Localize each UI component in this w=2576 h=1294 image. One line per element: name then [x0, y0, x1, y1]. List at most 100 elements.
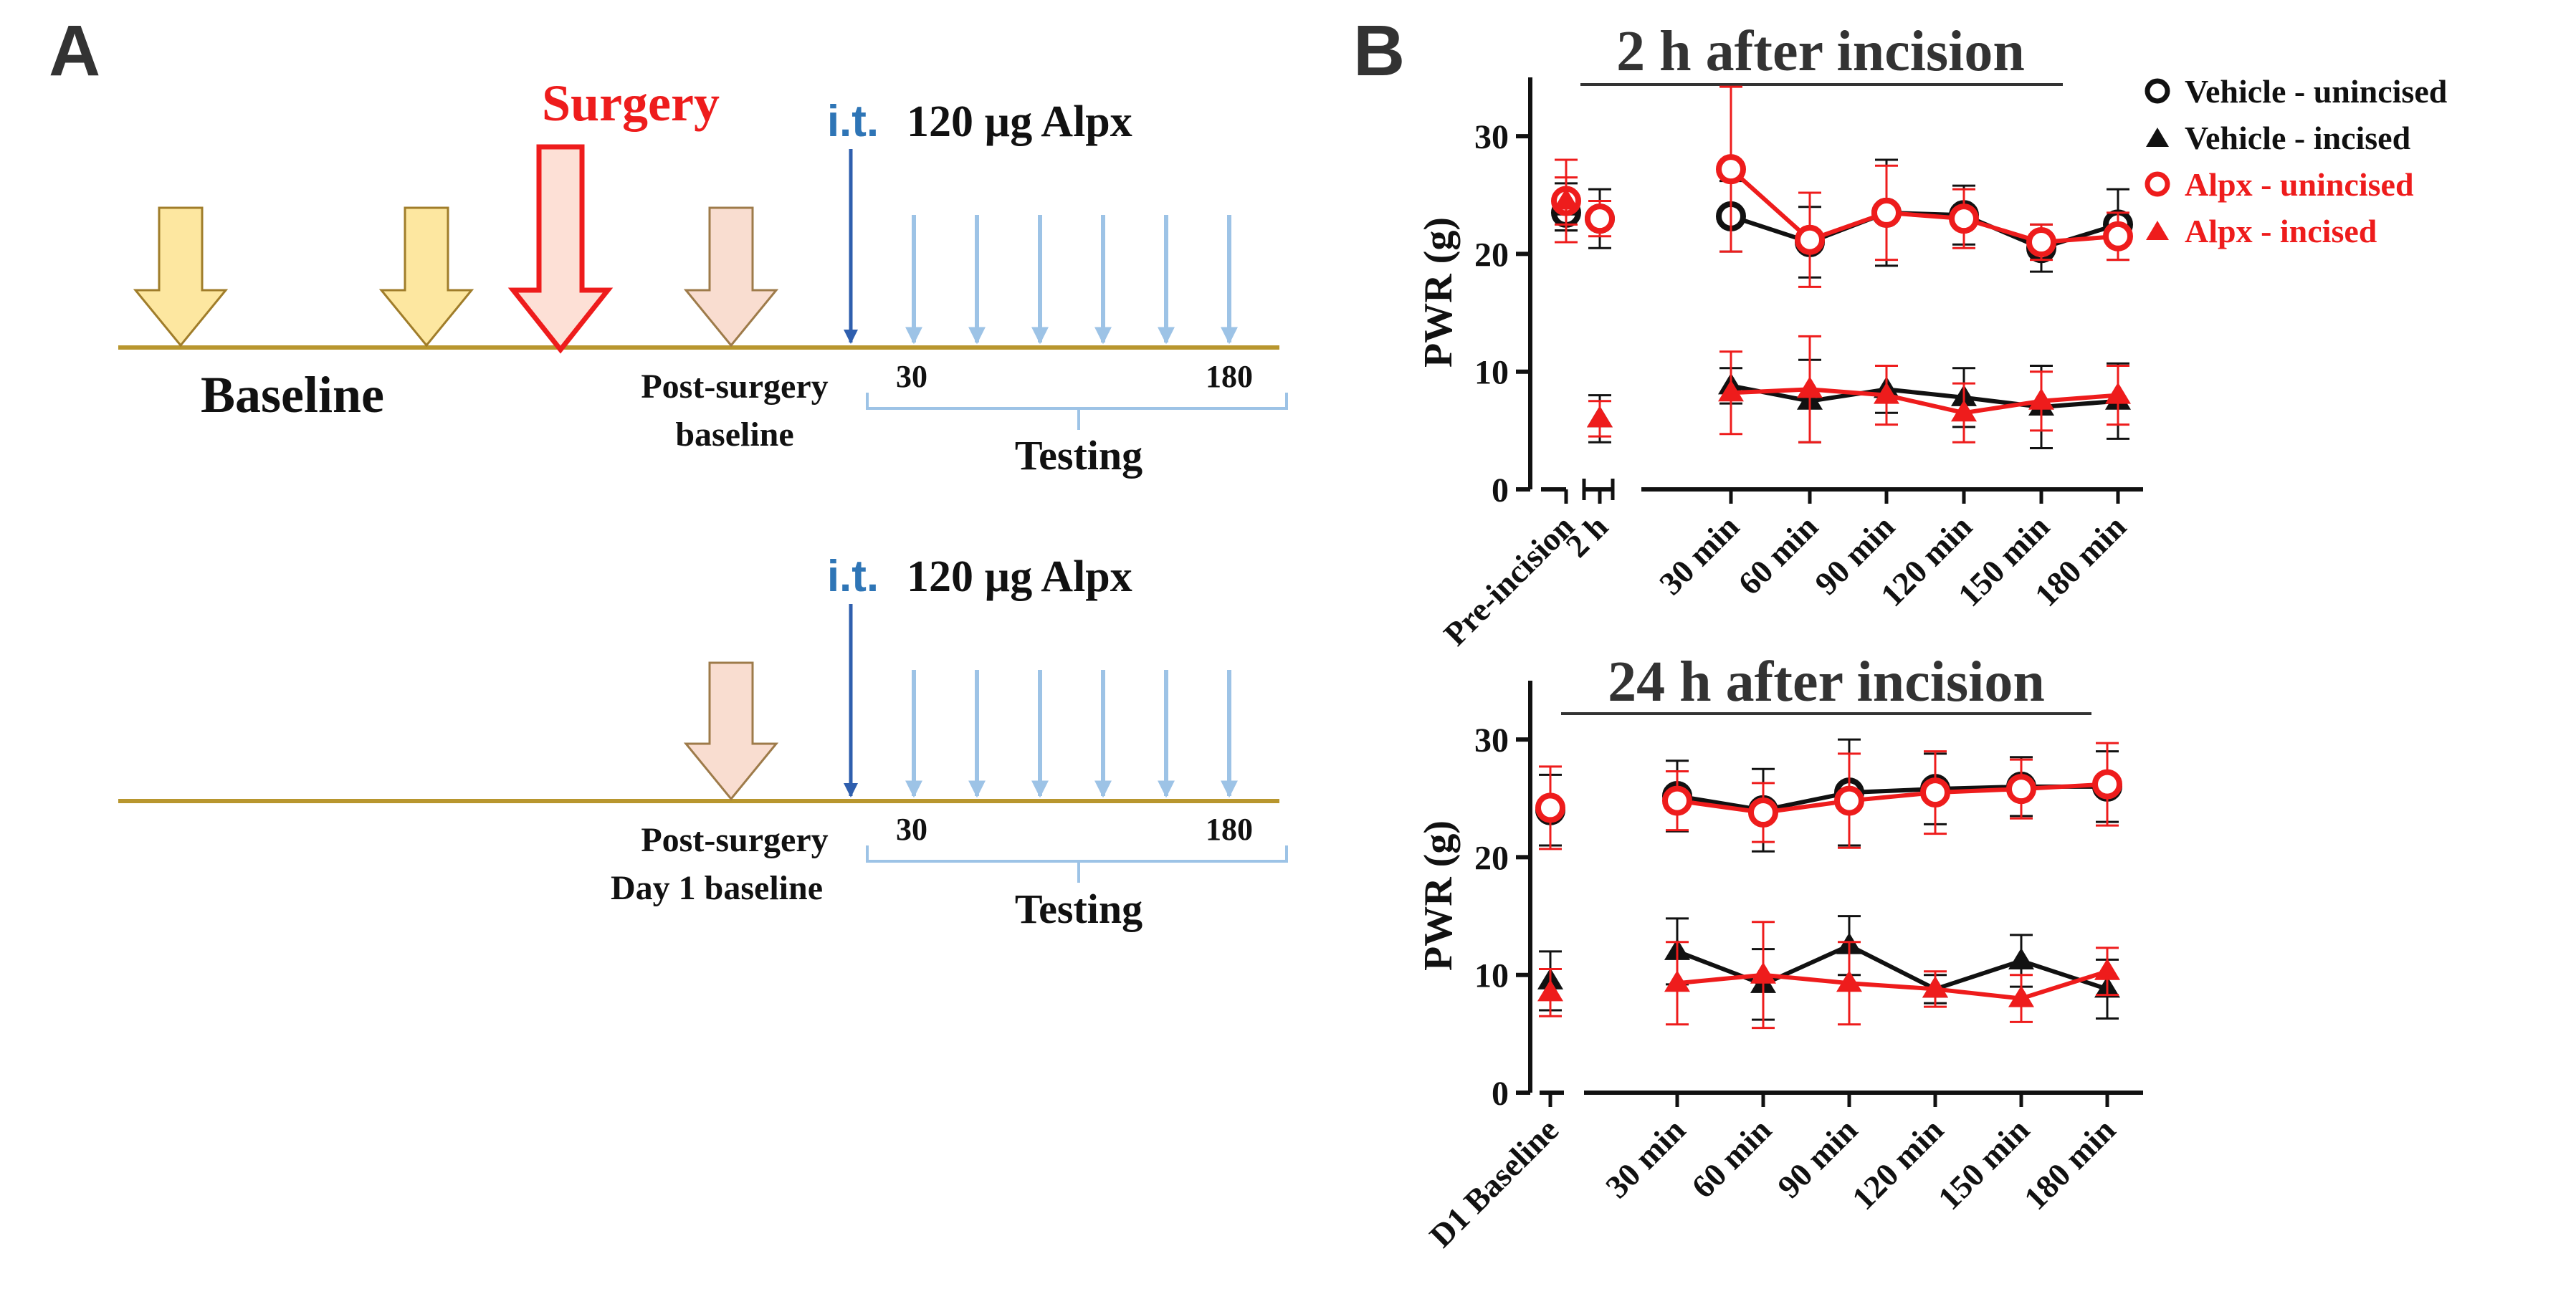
drug-label-1: 120 µg Alpx	[907, 97, 1132, 146]
y-tick-label: 20	[1474, 839, 1509, 877]
surgery-label: Surgery	[542, 75, 720, 132]
y-tick-label: 30	[1474, 722, 1509, 759]
panel-a-label: A	[49, 11, 100, 91]
legend-marker-triangle-red	[2146, 221, 2169, 240]
post-surgery-d1-arrow	[683, 661, 779, 801]
post-surgery-label-2b: Day 1 baseline	[611, 869, 823, 907]
series-line	[1730, 383, 2119, 410]
series-line	[1729, 167, 2119, 245]
x-tick-label: 60 min	[1731, 508, 1825, 602]
y-tick-label: 10	[1474, 354, 1509, 392]
y-tick-label: 30	[1474, 118, 1509, 156]
post-surgery-arrow	[683, 206, 779, 348]
x-tick-label: D1 Baseline	[1422, 1111, 1565, 1255]
series-vehicle-incised	[1537, 915, 2120, 1021]
legend-item-vehicle-unincised: Vehicle - unincised	[2145, 73, 2448, 110]
x-tick-label: 60 min	[1684, 1111, 1778, 1205]
chart-2h-ylabel: PWR (g)	[1416, 217, 1461, 368]
testing-bracket-1	[866, 393, 1288, 430]
y-tick-label: 10	[1474, 957, 1509, 995]
testing-label-1: Testing	[1015, 432, 1142, 479]
series-alpx-incised	[1537, 921, 2120, 1030]
legend-label: Alpx - unincised	[2185, 166, 2414, 203]
data-point	[1949, 203, 1979, 234]
data-point	[1834, 785, 1864, 816]
post-surgery-label-1b: baseline	[675, 416, 793, 454]
it-label-1: i.t.	[827, 97, 879, 146]
baseline-arrow-2	[378, 206, 474, 348]
test-end-2: 180	[1206, 812, 1253, 847]
test-start-1: 30	[896, 359, 927, 394]
legend-item-alpx-incised: Alpx - incised	[2146, 213, 2377, 249]
data-point	[2006, 774, 2036, 805]
legend-marker-circle-black	[2145, 78, 2170, 104]
x-tick-label: 30 min	[1652, 508, 1746, 602]
chart-24h-x-ticks	[1548, 1093, 2109, 1107]
chart-24h-ylabel: PWR (g)	[1416, 820, 1461, 971]
data-point	[1951, 400, 1977, 422]
drug-label-2: 120 µg Alpx	[907, 552, 1132, 601]
chart-24h-series	[1535, 738, 2122, 1030]
data-point	[1836, 970, 1862, 992]
x-tick-label: 2 h	[1559, 508, 1616, 565]
panel-b: B Vehicle - unincised Vehicle - incised …	[1353, 11, 2448, 1255]
legend-label: Alpx - incised	[2185, 213, 2377, 249]
data-point	[1585, 203, 1615, 234]
legend-marker-circle-red	[2145, 171, 2170, 197]
baseline-label: Baseline	[201, 366, 384, 423]
series-line	[1676, 969, 2108, 1001]
legend-item-vehicle-incised: Vehicle - incised	[2146, 120, 2411, 156]
data-point	[2026, 227, 2056, 257]
data-point	[1795, 224, 1825, 255]
x-tick-label: 150 min	[1931, 1111, 2036, 1217]
series-alpx-unincised	[1535, 742, 2122, 850]
x-tick-label: Pre-incision	[1436, 508, 1581, 653]
data-point	[2103, 221, 2133, 251]
surgery-arrow	[507, 144, 614, 354]
timeline-2: i.t. 120 µg Alpx Post-surgery Day 1 base…	[118, 552, 1288, 932]
legend-label: Vehicle - incised	[2185, 120, 2411, 156]
it-label-2: i.t.	[827, 552, 879, 601]
data-point	[1748, 797, 1778, 828]
legend-label: Vehicle - unincised	[2185, 73, 2448, 110]
data-point	[1537, 979, 1563, 1002]
x-tick-label: 180 min	[2017, 1111, 2122, 1217]
legend: Vehicle - unincised Vehicle - incised Al…	[2145, 73, 2448, 249]
data-point	[2008, 948, 2034, 969]
y-tick-label: 0	[1492, 471, 1509, 509]
data-point	[1664, 970, 1690, 992]
testing-bracket-2	[866, 845, 1288, 883]
data-point	[1716, 154, 1746, 185]
y-tick-label: 20	[1474, 236, 1509, 274]
data-point	[1920, 777, 1950, 808]
chart-24h-y-ticks: 0 10 20 30	[1474, 722, 1530, 1113]
test-start-2: 30	[896, 812, 927, 847]
chart-24h-title: 24 h after incision	[1608, 651, 2045, 714]
data-point	[1874, 382, 1899, 404]
legend-marker-triangle-black	[2146, 128, 2169, 147]
testing-label-2: Testing	[1015, 886, 1142, 932]
test-arrows-1	[905, 215, 1238, 345]
chart-2h-x-axis	[1541, 479, 2143, 500]
data-point	[1587, 406, 1613, 428]
panel-a: A Surgery i.t. 120 µg Alpx	[49, 11, 1288, 932]
chart-24h: 24 h after incision PWR (g) 0 10 20 30 D1 B…	[1416, 651, 2143, 1255]
chart-2h-title: 2 h after incision	[1616, 20, 2025, 83]
test-end-1: 180	[1206, 359, 1253, 394]
data-point	[2008, 985, 2034, 1007]
data-point	[1750, 962, 1776, 984]
timeline-1: Surgery i.t. 120 µg Alpx Baseline Post-s…	[118, 75, 1288, 479]
series-line	[1676, 782, 2108, 815]
series-alpx-incised	[1553, 176, 2131, 444]
data-point	[1922, 976, 1948, 998]
data-point	[1871, 197, 1902, 228]
chart-2h-series	[1551, 85, 2133, 449]
data-point	[2092, 769, 2122, 800]
baseline-arrow-1	[133, 206, 229, 348]
y-tick-label: 0	[1492, 1075, 1509, 1113]
data-point	[1718, 380, 1744, 402]
data-point	[1553, 188, 1579, 210]
x-tick-label: 120 min	[1845, 1111, 1950, 1217]
